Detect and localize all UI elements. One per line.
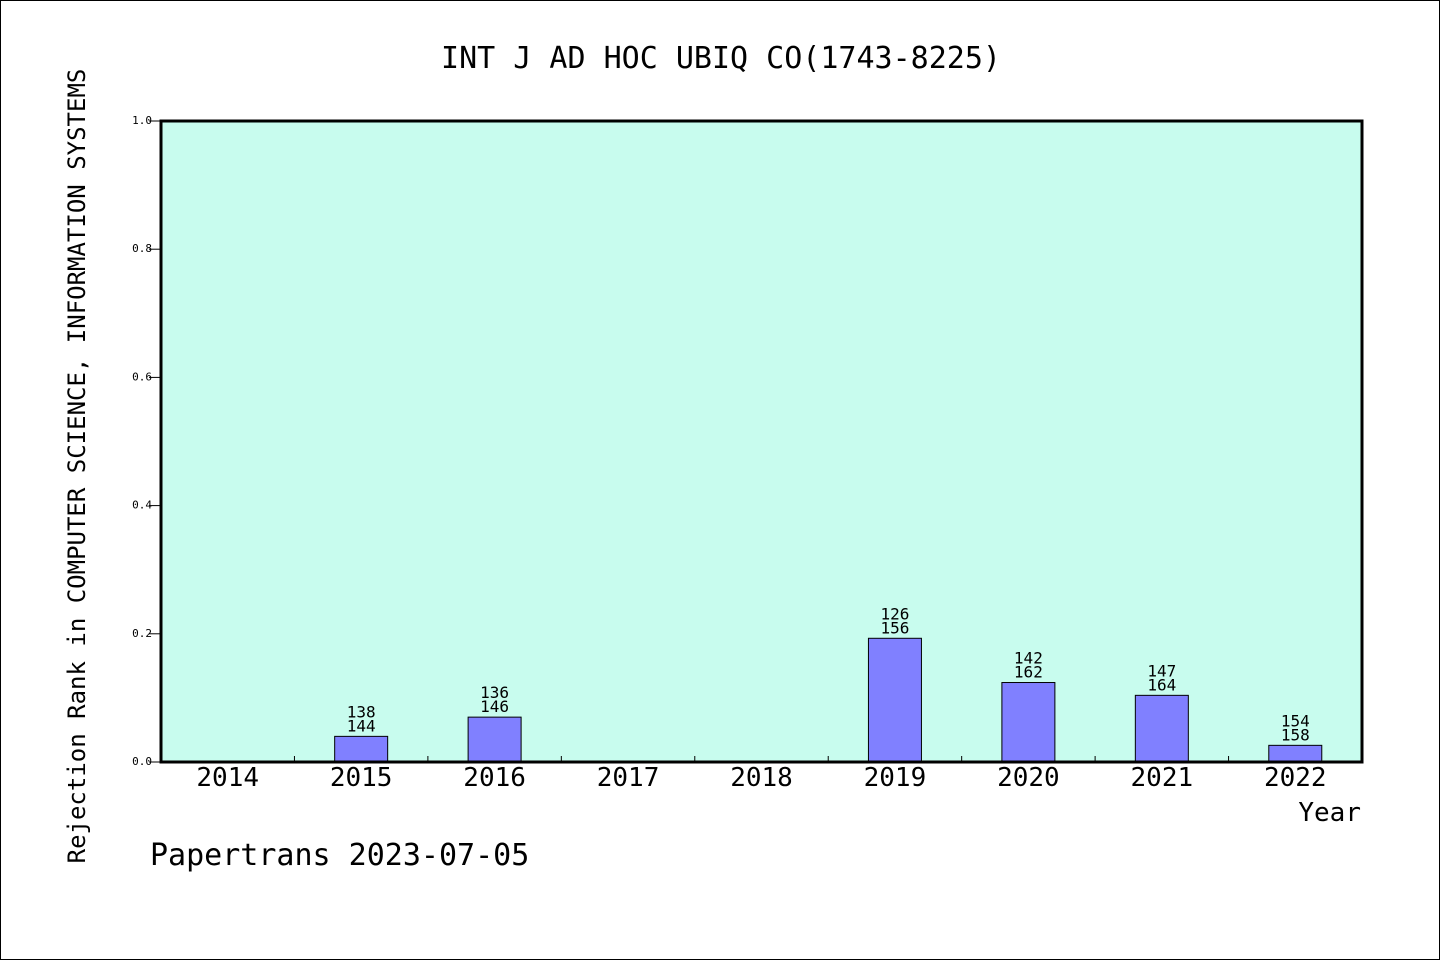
bar-value-label: 162 bbox=[1014, 663, 1043, 682]
plot-area bbox=[161, 121, 1362, 762]
x-tick-label: 2016 bbox=[463, 763, 526, 793]
footer-text: Papertrans 2023-07-05 bbox=[150, 838, 529, 873]
x-tick-label: 2015 bbox=[330, 763, 393, 793]
bar-value-label: 154 bbox=[1281, 711, 1310, 730]
bar-value-label: 147 bbox=[1147, 661, 1176, 680]
bar-value-label: 142 bbox=[1014, 649, 1043, 668]
bar-value-label: 138 bbox=[347, 702, 376, 721]
bar-2022 bbox=[1268, 744, 1323, 763]
y-axis-label: Rejection Rank in COMPUTER SCIENCE, INFO… bbox=[63, 69, 91, 864]
y-tick-label: 0.8 bbox=[132, 242, 152, 255]
x-tick-label: 2019 bbox=[864, 763, 927, 793]
x-tick-label: 2021 bbox=[1131, 763, 1194, 793]
bar-2020 bbox=[1001, 682, 1056, 763]
x-tick-label: 2017 bbox=[597, 763, 660, 793]
bar-2019 bbox=[867, 637, 922, 763]
y-tick-label: 0.6 bbox=[132, 370, 152, 383]
chart-title: INT J AD HOC UBIQ CO(1743-8225) bbox=[441, 41, 1001, 76]
bar-value-label: 156 bbox=[880, 618, 909, 637]
bar-2016 bbox=[467, 716, 522, 763]
bar-value-label: 126 bbox=[880, 604, 909, 623]
x-axis-label: Year bbox=[1298, 798, 1361, 828]
bar-2021 bbox=[1134, 694, 1189, 763]
x-axis-ticks: 2014 2015 2016 2017 2018 2019 2020 2021 2022 bbox=[196, 756, 1327, 793]
y-tick-label: 1.0 bbox=[132, 114, 152, 127]
x-tick-label: 2014 bbox=[196, 763, 259, 793]
bar-value-label: 146 bbox=[480, 697, 509, 716]
x-tick-label: 2020 bbox=[997, 763, 1060, 793]
bar-2015 bbox=[334, 735, 389, 763]
bar-value-label: 144 bbox=[347, 716, 376, 735]
x-tick-label: 2022 bbox=[1264, 763, 1327, 793]
x-tick-label: 2018 bbox=[730, 763, 793, 793]
y-axis-ticks: 0.0 0.2 0.4 0.6 0.8 1.0 bbox=[132, 114, 161, 768]
y-tick-label: 0.2 bbox=[132, 627, 152, 640]
bars bbox=[334, 637, 1323, 763]
bar-value-label: 158 bbox=[1281, 725, 1310, 744]
bar-value-label: 136 bbox=[480, 683, 509, 702]
y-tick-label: 0.4 bbox=[132, 499, 152, 512]
bar-value-label: 164 bbox=[1147, 675, 1176, 694]
plot-border bbox=[159, 119, 1364, 764]
y-tick-label: 0.0 bbox=[132, 755, 152, 768]
